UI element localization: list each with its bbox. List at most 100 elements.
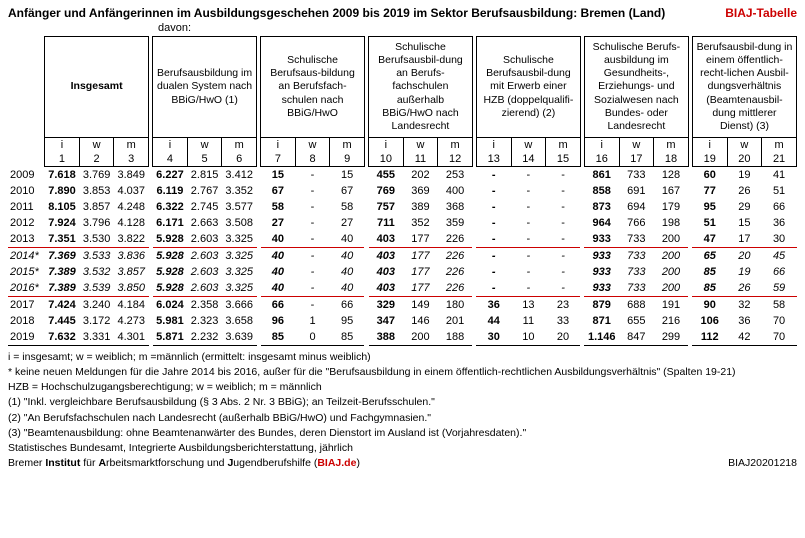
cell: 352	[403, 215, 438, 231]
cell: 5.928	[153, 231, 188, 248]
cell: 36	[476, 296, 511, 313]
cell: 733	[619, 247, 654, 264]
col-sub: i	[261, 137, 296, 152]
col-sub: 10	[369, 152, 404, 167]
cell: 40	[330, 247, 365, 264]
cell: 85	[692, 280, 727, 297]
year-cell: 2017	[8, 296, 45, 313]
cell: 688	[619, 296, 654, 313]
cell: 694	[619, 199, 654, 215]
biaj-link[interactable]: BIAJ.de	[317, 457, 356, 469]
cell: 403	[369, 231, 404, 248]
cell: 388	[369, 329, 404, 346]
cell: -	[295, 264, 330, 280]
cell: 26	[727, 183, 762, 199]
footnote-7: Statistisches Bundesamt, Integrierte Aus…	[8, 441, 797, 455]
cell: 128	[654, 166, 689, 183]
cell: -	[295, 280, 330, 297]
col-sub: w	[727, 137, 762, 152]
col-sub: m	[762, 137, 797, 152]
cell: 26	[727, 280, 762, 297]
cell: 3.857	[79, 199, 114, 215]
cell: 8.105	[45, 199, 80, 215]
col-sub: 12	[438, 152, 473, 167]
col-sub: 4	[153, 152, 188, 167]
col-sub: m	[330, 137, 365, 152]
col-header-berufsfach-bbig: Schulische Berufsaus-bildung an Berufsfa…	[261, 37, 365, 138]
cell: 3.822	[114, 231, 149, 248]
col-sub: 16	[584, 152, 619, 167]
cell: 455	[369, 166, 404, 183]
cell: 226	[438, 280, 473, 297]
year-cell: 2012	[8, 215, 45, 231]
cell: 253	[438, 166, 473, 183]
cell: 5.928	[153, 247, 188, 264]
cell: 19	[727, 264, 762, 280]
cell: 2.603	[187, 247, 222, 264]
footer-row: Bremer Institut für Arbeitsmarktforschun…	[8, 457, 797, 469]
cell: -	[295, 183, 330, 199]
cell: 191	[654, 296, 689, 313]
cell: 200	[403, 329, 438, 346]
table-row: 20127.9243.7964.1286.1712.6633.50827-277…	[8, 215, 797, 231]
cell: 3.412	[222, 166, 257, 183]
year-cell: 2011	[8, 199, 45, 215]
cell: 7.890	[45, 183, 80, 199]
cell: 6.024	[153, 296, 188, 313]
cell: 15	[330, 166, 365, 183]
cell: 32	[727, 296, 762, 313]
cell: 3.850	[114, 280, 149, 297]
cell: 177	[403, 247, 438, 264]
cell: 3.325	[222, 231, 257, 248]
table-row: 20137.3513.5303.8225.9282.6033.32540-404…	[8, 231, 797, 248]
cell: -	[511, 199, 546, 215]
cell: 369	[403, 183, 438, 199]
cell: 66	[762, 199, 797, 215]
cell: 655	[619, 313, 654, 329]
cell: -	[511, 215, 546, 231]
cell: 3.639	[222, 329, 257, 346]
col-sub: 15	[546, 152, 581, 167]
col-header-berufsfach-landesrecht: Schulische Berufsausbil-dung an Berufs-f…	[369, 37, 473, 138]
cell: 85	[330, 329, 365, 346]
cell: 5.871	[153, 329, 188, 346]
cell: 7.369	[45, 247, 80, 264]
cell: 2.663	[187, 215, 222, 231]
cell: 7.618	[45, 166, 80, 183]
footnotes: i = insgesamt; w = weiblich; m =männlich…	[8, 350, 797, 455]
cell: 10	[511, 329, 546, 346]
year-cell: 2009	[8, 166, 45, 183]
cell: 70	[762, 313, 797, 329]
cell: 347	[369, 313, 404, 329]
col-sub: m	[546, 137, 581, 152]
col-sub: 5	[187, 152, 222, 167]
cell: 85	[261, 329, 296, 346]
cell: 3.240	[79, 296, 114, 313]
table-head: Insgesamt Berufsausbildung im dualen Sys…	[8, 37, 797, 167]
page-title: Anfänger und Anfängerinnen im Ausbildung…	[8, 6, 665, 20]
cell: 51	[762, 183, 797, 199]
cell: 4.248	[114, 199, 149, 215]
year-cell: 2018	[8, 313, 45, 329]
cell: 3.325	[222, 264, 257, 280]
cell: 66	[330, 296, 365, 313]
davon-label: davon:	[158, 22, 797, 34]
cell: -	[295, 296, 330, 313]
cell: 47	[692, 231, 727, 248]
cell: 4.037	[114, 183, 149, 199]
col-sub: i	[476, 137, 511, 152]
cell: 149	[403, 296, 438, 313]
table-row: 2016*7.3893.5393.8505.9282.6033.32540-40…	[8, 280, 797, 297]
col-sub: 14	[511, 152, 546, 167]
cell: 188	[438, 329, 473, 346]
title-row: Anfänger und Anfängerinnen im Ausbildung…	[8, 6, 797, 20]
table-row: 20118.1053.8574.2486.3222.7453.57758-587…	[8, 199, 797, 215]
cell: 933	[584, 231, 619, 248]
cell: 40	[261, 231, 296, 248]
col-header-hzb: Schulische Berufsausbil-dung mit Erwerb …	[476, 37, 580, 138]
col-sub: m	[114, 137, 149, 152]
cell: 3.857	[114, 264, 149, 280]
cell: 27	[330, 215, 365, 231]
cell: 40	[330, 231, 365, 248]
cell: -	[476, 264, 511, 280]
